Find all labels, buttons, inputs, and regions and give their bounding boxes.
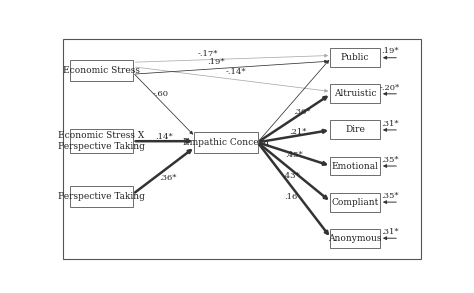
Text: -.17*: -.17* <box>198 50 219 58</box>
Text: Empathic Concern: Empathic Concern <box>183 138 269 147</box>
Text: Economic Stress: Economic Stress <box>63 66 140 75</box>
Text: Emotional: Emotional <box>331 161 378 171</box>
Text: Dire: Dire <box>345 125 365 134</box>
Text: .19*: .19* <box>381 47 399 55</box>
FancyBboxPatch shape <box>330 193 380 212</box>
FancyBboxPatch shape <box>330 84 380 103</box>
Text: -.20*: -.20* <box>380 84 400 91</box>
Text: Altruistic: Altruistic <box>334 89 376 98</box>
Text: .21*: .21* <box>289 128 307 136</box>
Text: Anonymous: Anonymous <box>328 234 382 243</box>
Text: Perspective Taking: Perspective Taking <box>58 192 145 201</box>
Text: -.14*: -.14* <box>226 68 246 76</box>
Text: .31*: .31* <box>381 228 399 236</box>
Text: .16: .16 <box>284 193 297 201</box>
FancyBboxPatch shape <box>194 132 258 153</box>
Text: .36*: .36* <box>293 108 310 116</box>
Text: -.60: -.60 <box>152 90 168 98</box>
Text: Compliant: Compliant <box>331 197 379 207</box>
Text: Economic Stress X
Perspective Taking: Economic Stress X Perspective Taking <box>58 131 145 151</box>
Text: .35*: .35* <box>381 192 399 200</box>
Text: Public: Public <box>341 53 369 62</box>
Text: .19*: .19* <box>207 57 225 66</box>
FancyBboxPatch shape <box>70 130 134 153</box>
Text: .14*: .14* <box>155 133 173 141</box>
FancyBboxPatch shape <box>330 48 380 67</box>
FancyBboxPatch shape <box>330 156 380 176</box>
Text: .45*: .45* <box>285 151 303 159</box>
Text: .36*: .36* <box>159 174 176 183</box>
FancyBboxPatch shape <box>330 120 380 139</box>
FancyBboxPatch shape <box>70 59 134 81</box>
Text: .43*: .43* <box>282 172 300 180</box>
FancyBboxPatch shape <box>330 229 380 248</box>
FancyBboxPatch shape <box>70 186 134 207</box>
Text: .35*: .35* <box>381 156 399 164</box>
Text: .31*: .31* <box>381 120 399 127</box>
